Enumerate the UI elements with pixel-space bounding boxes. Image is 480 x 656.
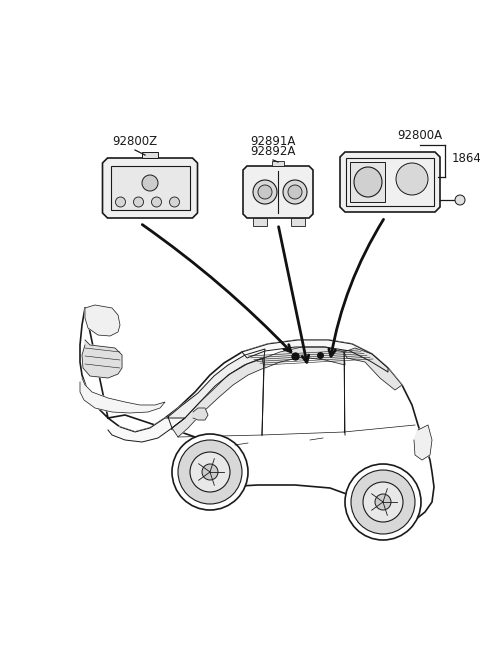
Circle shape <box>253 180 277 204</box>
Circle shape <box>152 197 161 207</box>
Circle shape <box>396 163 428 195</box>
Polygon shape <box>80 308 434 530</box>
Circle shape <box>351 470 415 534</box>
Polygon shape <box>85 305 120 336</box>
Bar <box>272 161 284 166</box>
Circle shape <box>455 195 465 205</box>
Bar <box>142 152 158 158</box>
Bar <box>291 218 305 226</box>
Text: 92800A: 92800A <box>397 129 443 142</box>
Polygon shape <box>168 349 265 428</box>
Text: 92800Z: 92800Z <box>112 135 157 148</box>
Circle shape <box>116 197 125 207</box>
Text: 92891A: 92891A <box>250 135 296 148</box>
Bar <box>110 166 190 210</box>
Circle shape <box>169 197 180 207</box>
Polygon shape <box>172 358 264 437</box>
Ellipse shape <box>354 167 382 197</box>
Polygon shape <box>344 348 402 390</box>
Text: 18645E: 18645E <box>452 152 480 165</box>
Bar <box>346 158 434 206</box>
Polygon shape <box>243 166 313 218</box>
Polygon shape <box>242 340 388 372</box>
Circle shape <box>133 197 144 207</box>
Circle shape <box>363 482 403 522</box>
Bar <box>350 162 385 202</box>
Circle shape <box>172 434 248 510</box>
Circle shape <box>142 175 158 191</box>
Circle shape <box>288 185 302 199</box>
Polygon shape <box>108 418 185 442</box>
Circle shape <box>190 452 230 492</box>
Polygon shape <box>340 152 440 212</box>
Circle shape <box>283 180 307 204</box>
Bar <box>253 218 267 226</box>
Polygon shape <box>264 347 345 368</box>
Text: 92892A: 92892A <box>250 145 296 158</box>
Polygon shape <box>80 378 165 413</box>
Circle shape <box>178 440 242 504</box>
Polygon shape <box>103 158 197 218</box>
Circle shape <box>202 464 218 480</box>
Polygon shape <box>414 425 432 460</box>
Polygon shape <box>82 340 122 378</box>
Circle shape <box>375 494 391 510</box>
Circle shape <box>258 185 272 199</box>
Polygon shape <box>193 408 208 420</box>
Circle shape <box>345 464 421 540</box>
